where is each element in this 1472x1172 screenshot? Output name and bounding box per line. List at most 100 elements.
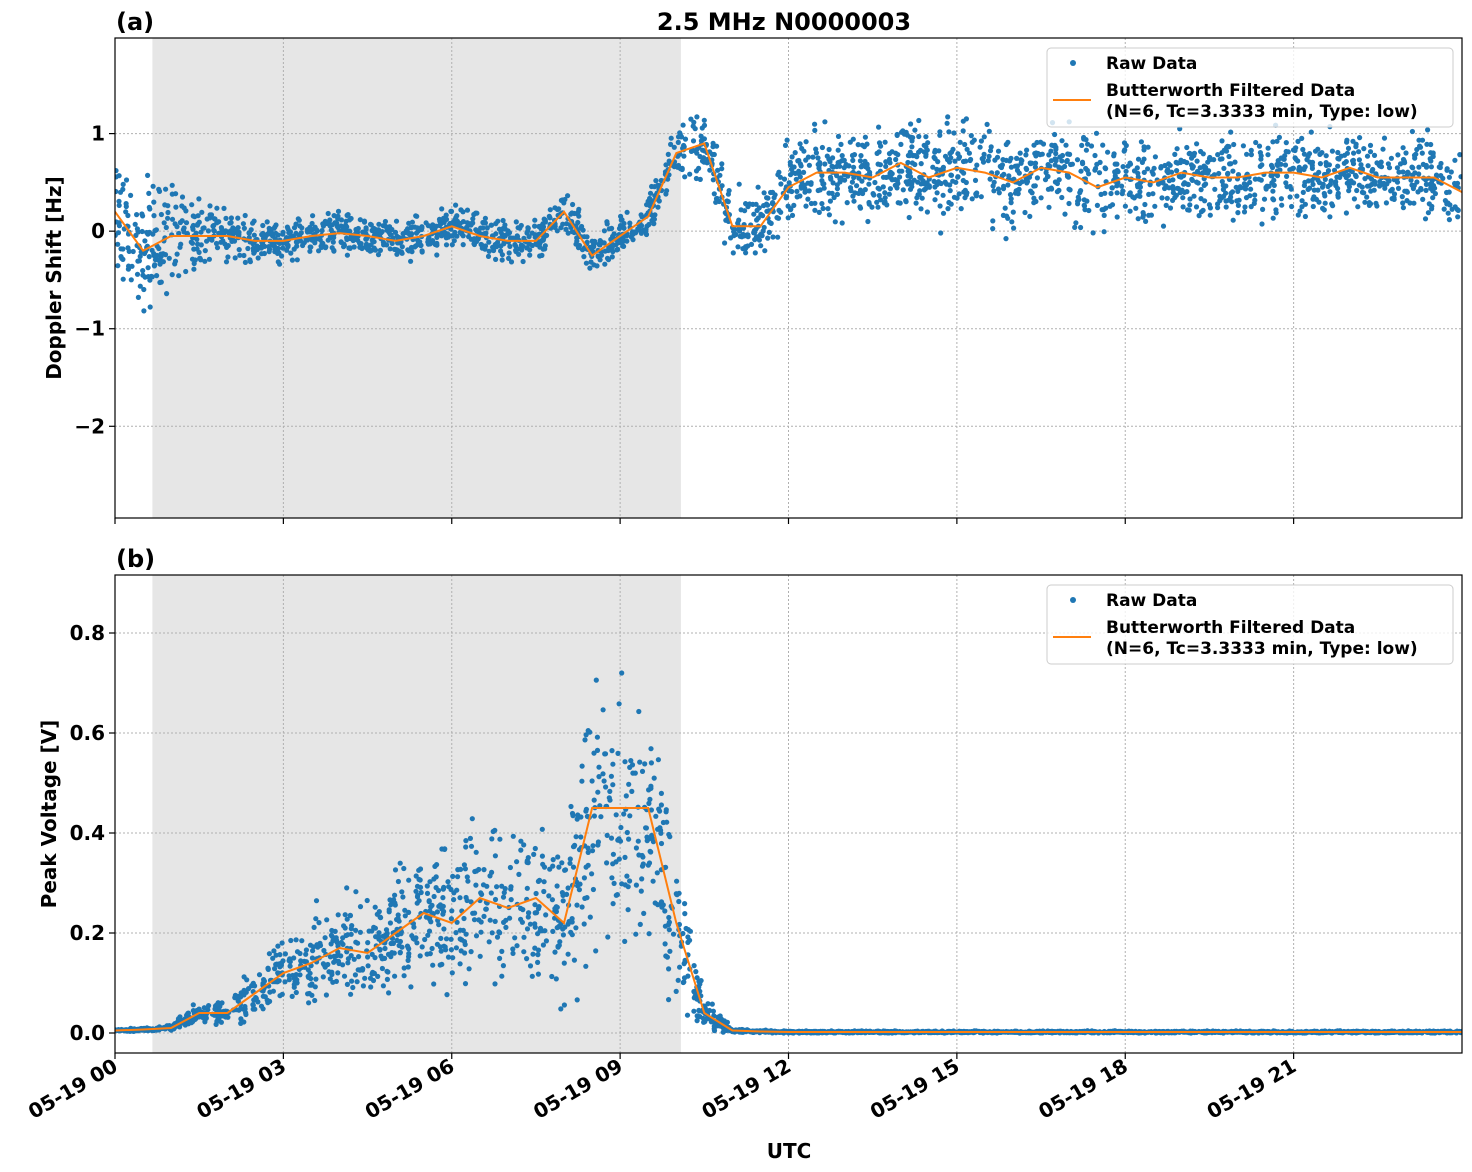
- raw-point: [743, 201, 749, 207]
- raw-point: [591, 797, 597, 803]
- raw-point: [610, 782, 616, 788]
- raw-point: [554, 904, 560, 910]
- raw-point: [903, 199, 909, 205]
- raw-point: [1141, 147, 1147, 153]
- raw-point: [179, 218, 185, 224]
- raw-point: [1316, 199, 1322, 205]
- raw-point: [724, 198, 730, 204]
- raw-point: [489, 869, 495, 876]
- raw-point: [1102, 190, 1108, 196]
- raw-point: [141, 308, 147, 314]
- raw-point: [598, 814, 604, 820]
- raw-point: [1074, 157, 1081, 163]
- raw-point: [1059, 138, 1065, 144]
- raw-point: [855, 142, 861, 148]
- raw-point: [123, 177, 130, 183]
- raw-point: [1215, 205, 1221, 211]
- raw-point: [1067, 187, 1073, 193]
- raw-point: [719, 166, 725, 172]
- raw-point: [638, 223, 644, 229]
- raw-point: [1162, 162, 1168, 169]
- raw-point: [392, 973, 398, 979]
- raw-point: [1231, 141, 1237, 148]
- raw-point: [820, 205, 826, 212]
- raw-point: [587, 244, 593, 250]
- raw-point: [1235, 210, 1241, 216]
- raw-point: [1290, 147, 1297, 153]
- raw-point: [1309, 159, 1316, 165]
- raw-point: [691, 1008, 697, 1014]
- raw-point: [955, 151, 961, 157]
- raw-point: [132, 221, 138, 227]
- raw-point: [571, 957, 578, 963]
- raw-point: [448, 208, 455, 214]
- raw-point: [288, 250, 294, 256]
- raw-point: [1145, 166, 1151, 172]
- raw-point: [1135, 170, 1141, 176]
- raw-point: [839, 220, 845, 226]
- raw-point: [514, 859, 520, 865]
- raw-point: [1413, 151, 1419, 157]
- raw-point: [606, 795, 612, 801]
- raw-point: [918, 161, 924, 167]
- raw-point: [364, 897, 370, 904]
- raw-point: [438, 935, 444, 942]
- raw-point: [1440, 175, 1446, 181]
- raw-point: [306, 990, 312, 997]
- raw-point: [1114, 190, 1120, 196]
- raw-point: [507, 915, 513, 921]
- raw-point: [146, 254, 152, 260]
- raw-point: [876, 124, 882, 130]
- raw-point: [311, 924, 317, 931]
- raw-point: [462, 941, 468, 948]
- raw-point: [195, 241, 201, 247]
- raw-point: [408, 225, 414, 231]
- raw-point: [1373, 171, 1379, 177]
- raw-point: [251, 250, 257, 256]
- raw-point: [388, 940, 394, 947]
- raw-point: [320, 974, 326, 980]
- raw-point: [550, 857, 556, 863]
- raw-point: [626, 836, 632, 842]
- raw-point: [668, 135, 674, 141]
- raw-point: [688, 148, 695, 154]
- raw-point: [777, 174, 784, 180]
- raw-point: [1458, 174, 1462, 180]
- raw-point: [402, 907, 408, 913]
- raw-point: [335, 912, 341, 918]
- raw-point: [1219, 150, 1225, 156]
- raw-point: [667, 948, 673, 954]
- raw-point: [1362, 176, 1368, 182]
- raw-point: [1135, 156, 1142, 162]
- raw-point: [464, 207, 471, 213]
- raw-point: [1230, 168, 1236, 174]
- raw-point: [115, 168, 119, 174]
- raw-point: [524, 230, 530, 236]
- raw-point: [1226, 144, 1232, 150]
- raw-point: [284, 247, 290, 253]
- raw-point: [179, 194, 186, 200]
- raw-point: [1082, 207, 1088, 213]
- raw-point: [275, 246, 281, 252]
- raw-point: [576, 206, 582, 212]
- raw-point: [1241, 209, 1248, 215]
- raw-point: [297, 950, 303, 957]
- raw-point: [1261, 196, 1268, 202]
- raw-point: [676, 898, 682, 905]
- raw-point: [905, 159, 911, 166]
- raw-point: [1201, 163, 1207, 169]
- raw-point: [1350, 158, 1356, 164]
- raw-point: [958, 206, 964, 212]
- raw-point: [348, 926, 354, 932]
- panel-a-label: (a): [116, 8, 154, 36]
- raw-point: [443, 242, 450, 248]
- raw-point: [554, 883, 560, 889]
- raw-point: [857, 187, 864, 193]
- raw-point: [341, 244, 347, 250]
- raw-point: [1127, 160, 1133, 166]
- raw-point: [1391, 195, 1397, 201]
- raw-point: [995, 186, 1002, 192]
- raw-point: [889, 149, 895, 155]
- raw-point: [1409, 128, 1415, 135]
- raw-point: [1446, 189, 1452, 195]
